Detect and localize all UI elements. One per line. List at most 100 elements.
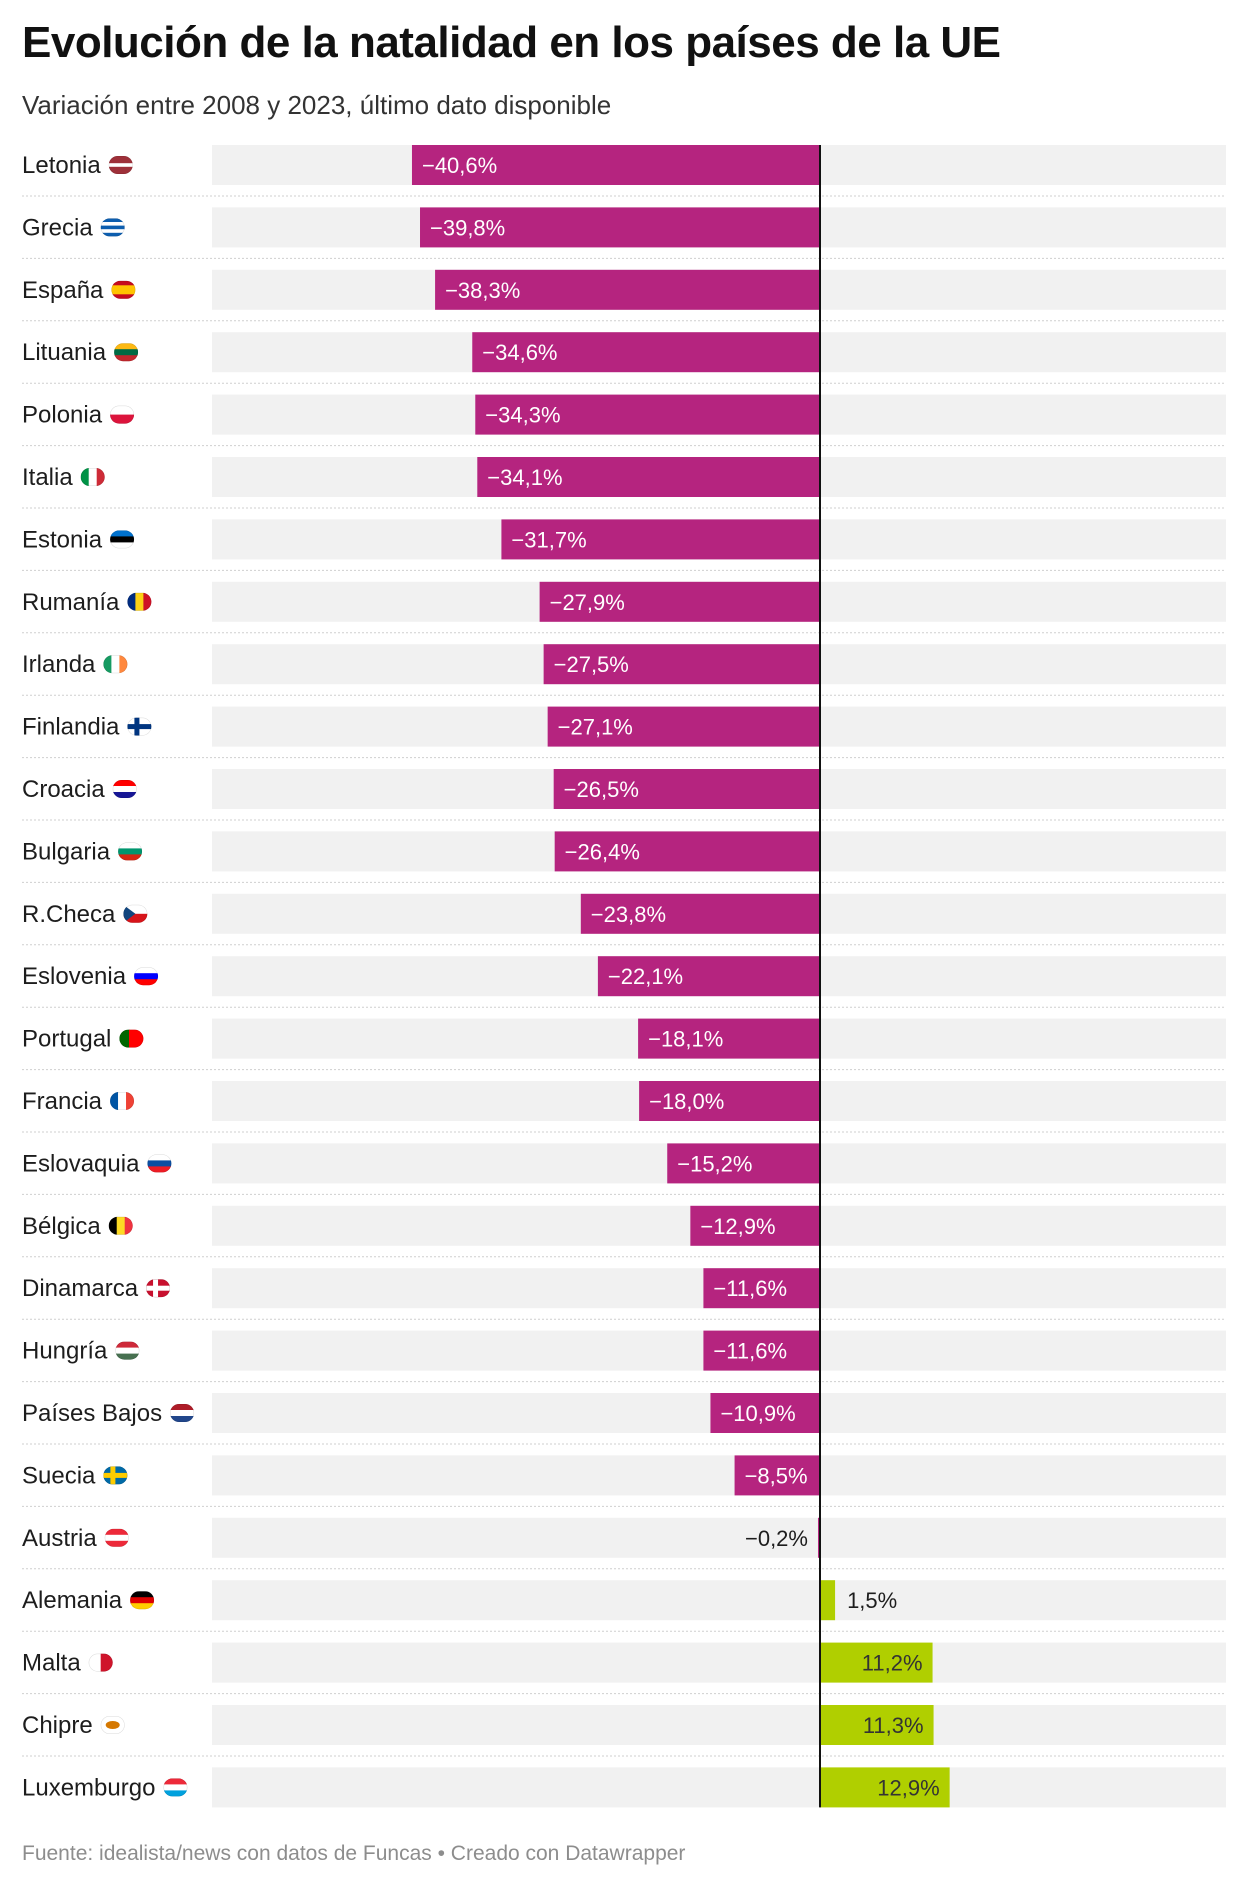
footer-credit: Creado con Datawrapper	[450, 1842, 686, 1865]
footer-separator: •	[437, 1842, 445, 1865]
value-label: −22,1%	[608, 964, 683, 989]
bar	[703, 1330, 820, 1371]
value-label: −27,1%	[558, 715, 633, 740]
bar	[817, 1517, 820, 1558]
ro-flag-icon	[127, 592, 152, 611]
category-label: Chipre	[22, 1712, 93, 1739]
value-label: −39,8%	[430, 215, 505, 240]
ie-flag-icon	[103, 655, 128, 674]
bar	[501, 519, 820, 560]
value-label: 1,5%	[847, 1588, 897, 1613]
bar	[547, 706, 820, 747]
hr-flag-icon	[112, 780, 137, 798]
value-label: −0,2%	[745, 1526, 808, 1551]
bar-track	[212, 1642, 1226, 1683]
footer-source: Fuente: idealista/news con datos de Func…	[22, 1842, 432, 1865]
bar	[734, 1455, 820, 1496]
fi-flag-icon	[127, 717, 152, 736]
bar-track	[212, 1705, 1226, 1745]
category-label: Croacia	[22, 776, 105, 803]
category-label: Dinamarca	[22, 1275, 139, 1302]
cy-flag-icon	[100, 1716, 125, 1734]
bar-track	[212, 1517, 1226, 1558]
bar	[543, 644, 820, 685]
category-label: España	[22, 277, 104, 304]
chart-subtitle: Variación entre 2008 y 2023, último dato…	[22, 90, 612, 120]
value-label: −11,6%	[713, 1276, 787, 1301]
bar	[820, 1580, 836, 1621]
value-label: −26,5%	[564, 777, 639, 802]
value-label: −40,6%	[422, 153, 497, 178]
bar	[435, 269, 820, 310]
value-label: −15,2%	[677, 1151, 752, 1176]
lt-flag-icon	[114, 343, 139, 362]
category-label: Lituania	[22, 339, 107, 366]
value-label: −10,9%	[720, 1401, 795, 1426]
bar	[703, 1268, 820, 1309]
value-label: −23,8%	[591, 902, 666, 927]
category-label: Eslovaquia	[22, 1150, 140, 1177]
at-flag-icon	[104, 1528, 129, 1547]
category-label: Polonia	[22, 402, 103, 429]
bar	[553, 769, 820, 809]
fr-flag-icon	[110, 1092, 135, 1110]
category-label: Rumanía	[22, 589, 120, 616]
bar	[710, 1393, 820, 1433]
value-label: −11,6%	[713, 1339, 787, 1364]
value-label: −34,3%	[485, 403, 560, 428]
value-label: −34,1%	[487, 465, 562, 490]
gr-flag-icon	[100, 218, 125, 237]
value-label: −12,9%	[700, 1214, 775, 1239]
bar	[420, 207, 820, 248]
bar-track	[212, 1455, 1226, 1496]
nl-flag-icon	[170, 1404, 195, 1422]
bar	[639, 1081, 820, 1121]
value-label: 11,2%	[862, 1651, 923, 1676]
pt-flag-icon	[119, 1029, 144, 1048]
category-label: R.Checa	[22, 901, 116, 928]
category-label: Hungría	[22, 1338, 108, 1365]
bar	[411, 145, 820, 185]
category-label: Suecia	[22, 1462, 96, 1489]
category-label: Italia	[22, 464, 73, 491]
value-label: −38,3%	[445, 278, 520, 303]
bar	[667, 1143, 820, 1184]
category-label: Portugal	[22, 1026, 111, 1053]
bar	[690, 1205, 820, 1246]
value-label: −26,4%	[565, 839, 640, 864]
be-flag-icon	[108, 1216, 133, 1235]
chart-title: Evolución de la natalidad en los países …	[22, 18, 1001, 67]
it-flag-icon	[80, 468, 105, 486]
mt-flag-icon	[88, 1653, 113, 1672]
pl-flag-icon	[110, 405, 135, 424]
category-label: Estonia	[22, 526, 103, 553]
bar	[539, 581, 820, 622]
bg-flag-icon	[118, 842, 143, 861]
sk-flag-icon	[147, 1154, 172, 1173]
value-label: 12,9%	[877, 1775, 939, 1800]
value-label: 11,3%	[863, 1713, 924, 1738]
category-label: Irlanda	[22, 651, 96, 678]
de-flag-icon	[130, 1591, 155, 1610]
bar	[820, 1767, 950, 1808]
bar-track	[212, 1580, 1226, 1621]
category-label: Grecia	[22, 214, 93, 241]
es-flag-icon	[111, 280, 136, 299]
category-label: Bulgaria	[22, 838, 111, 865]
footer: Fuente: idealista/news con datos de Func…	[22, 1842, 685, 1866]
category-label: Malta	[22, 1650, 81, 1677]
dk-flag-icon	[146, 1279, 171, 1298]
bar	[638, 1018, 820, 1059]
value-label: −18,1%	[648, 1027, 723, 1052]
bar	[554, 831, 820, 872]
bar	[477, 457, 820, 497]
category-label: Luxemburgo	[22, 1774, 155, 1801]
bar	[820, 1705, 934, 1745]
lu-flag-icon	[163, 1778, 188, 1797]
bar	[820, 1642, 933, 1683]
bar	[475, 394, 820, 435]
value-label: −27,5%	[554, 652, 629, 677]
category-label: Austria	[22, 1525, 97, 1552]
ee-flag-icon	[110, 530, 135, 549]
